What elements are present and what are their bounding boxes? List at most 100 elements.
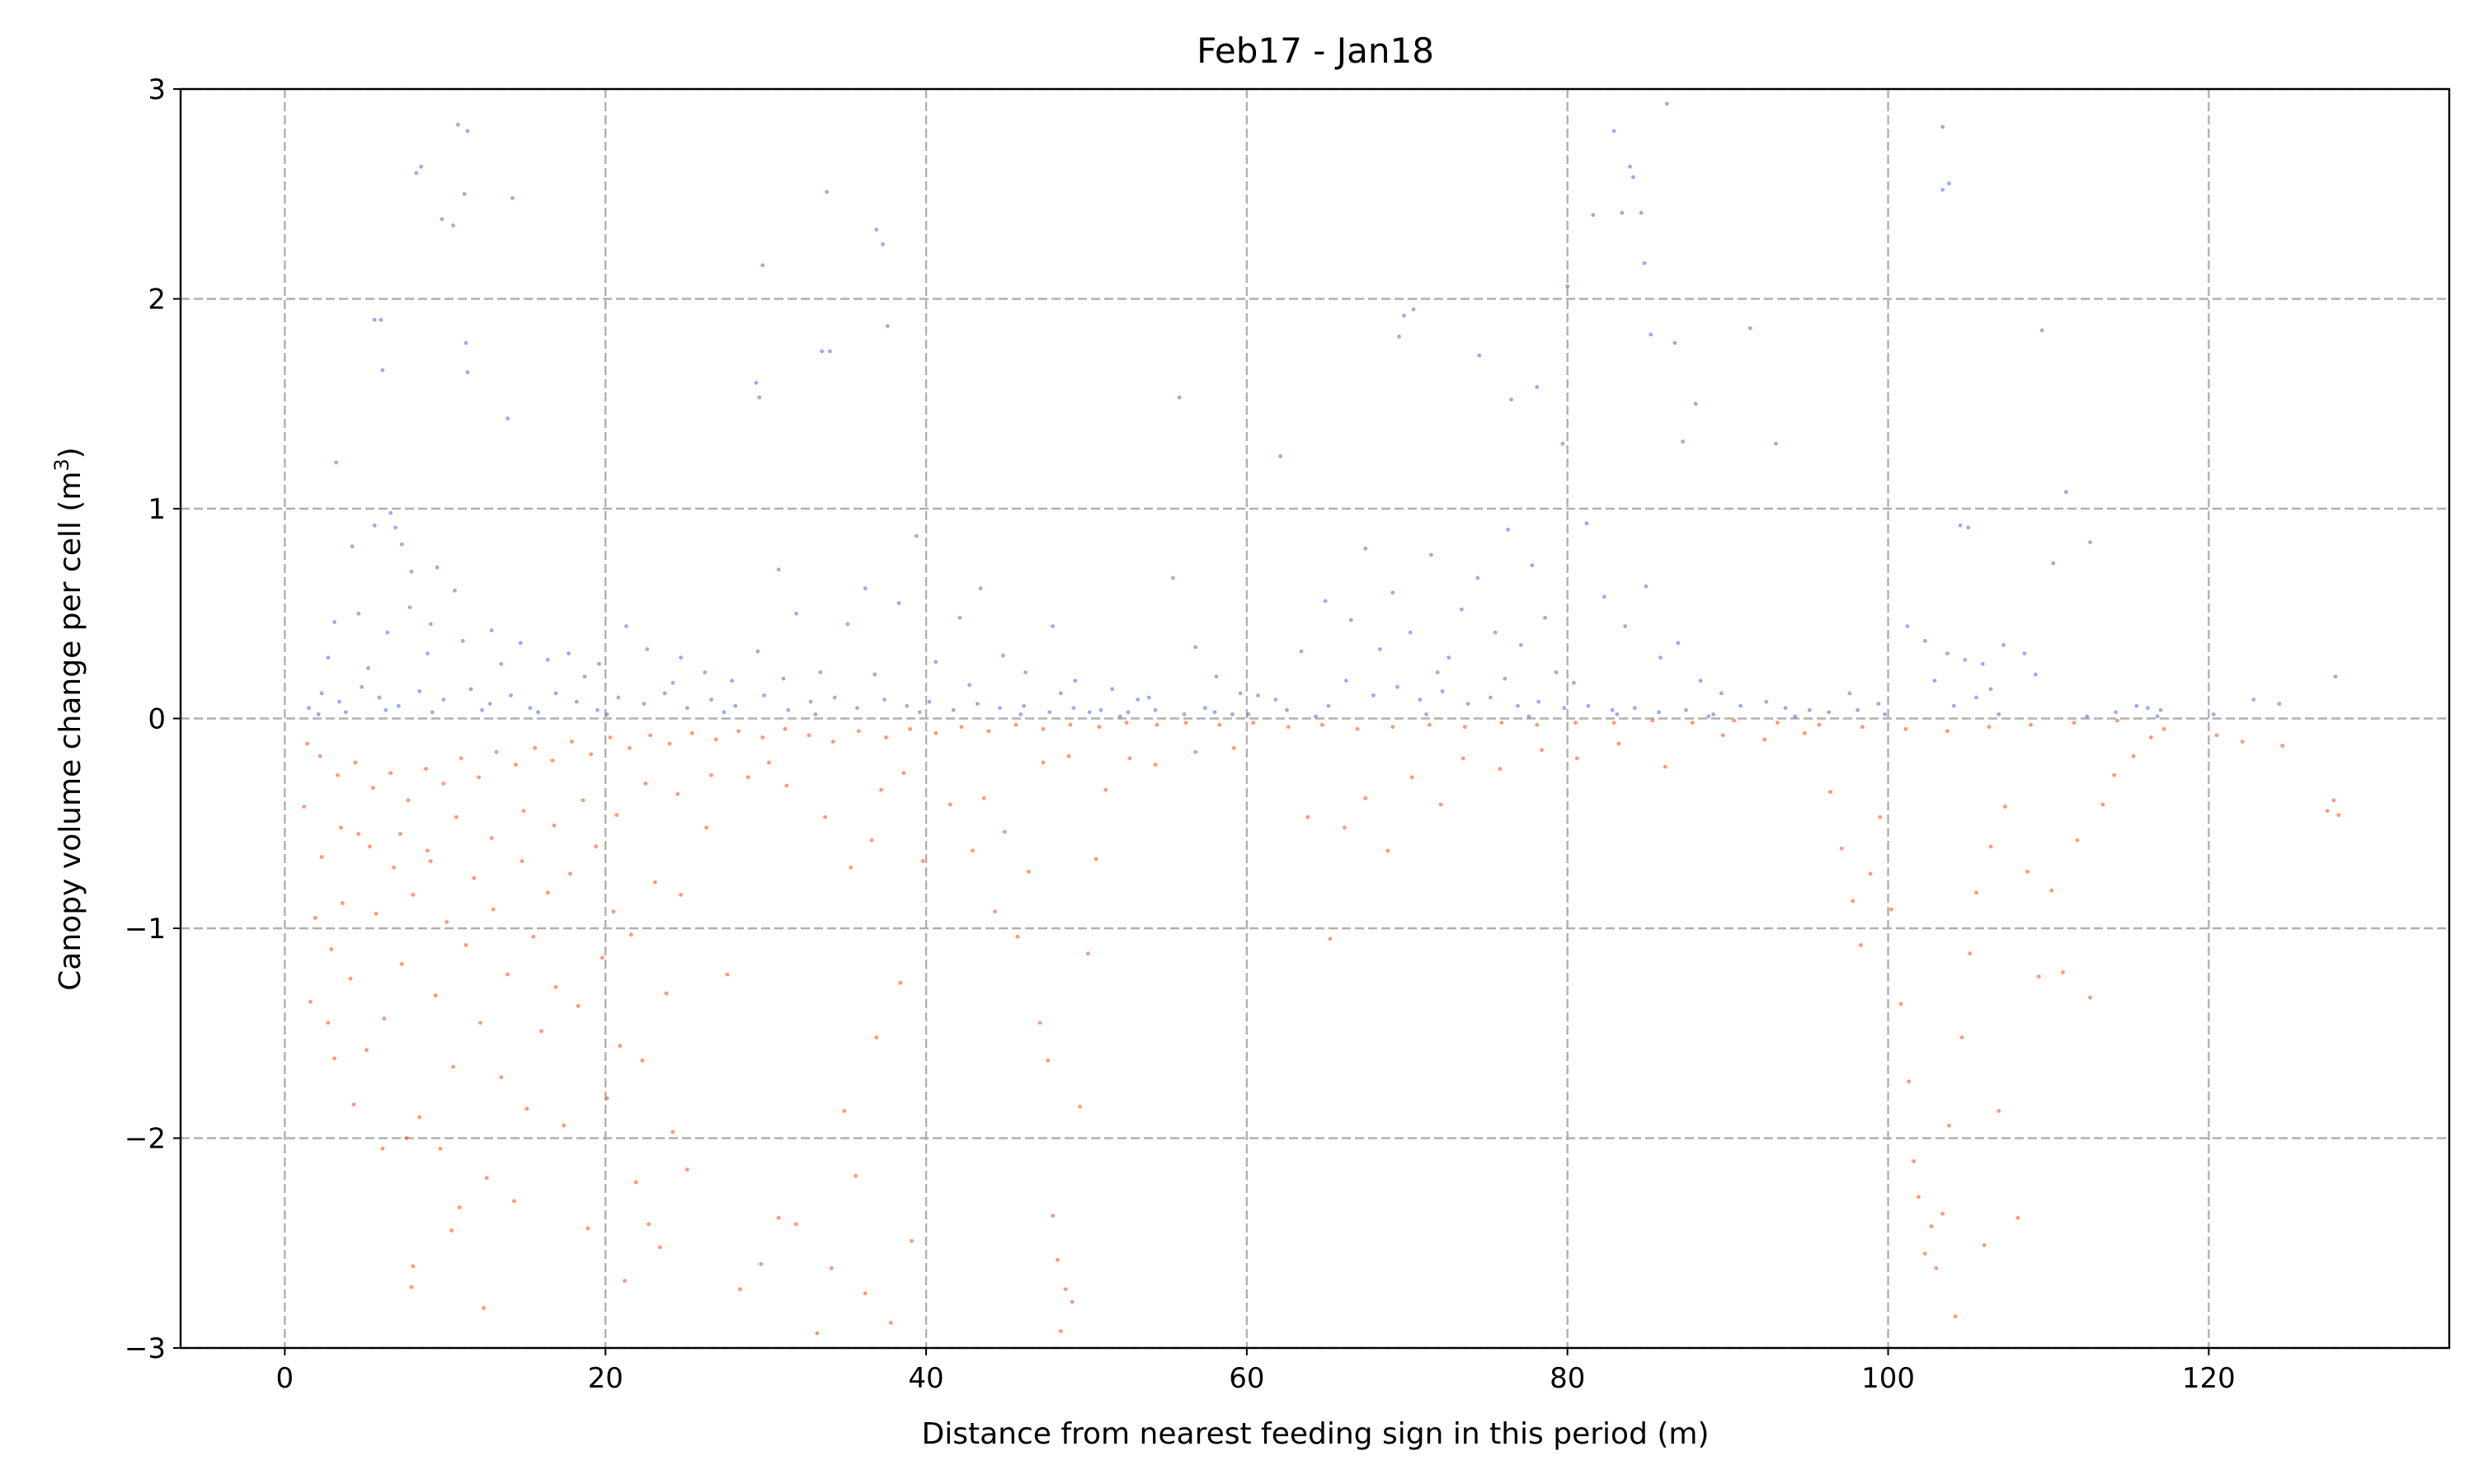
data-point [1246, 712, 1251, 716]
data-point [1940, 187, 1945, 192]
data-point [2325, 809, 2330, 813]
data-point [807, 733, 811, 738]
data-point [1097, 725, 1102, 730]
data-point [383, 707, 388, 712]
data-point [917, 710, 922, 715]
x-axis-label: Distance from nearest feeding sign in th… [921, 1417, 1709, 1451]
data-point [1390, 725, 1395, 730]
data-point [794, 1222, 798, 1227]
data-point [1543, 615, 1547, 620]
data-point [874, 1035, 879, 1040]
data-point [388, 771, 393, 776]
data-point [1966, 525, 1971, 530]
data-point [595, 707, 600, 712]
data-points [302, 101, 2341, 1336]
y-axis-label-close: ) [54, 447, 87, 458]
data-point [762, 693, 767, 697]
data-point [433, 993, 438, 998]
data-point [1022, 703, 1027, 708]
data-point [1974, 890, 1978, 895]
data-point [1889, 907, 1893, 912]
data-point [426, 848, 430, 853]
data-point [827, 349, 832, 354]
data-point [1516, 703, 1520, 708]
data-point [1323, 599, 1328, 603]
data-point [1591, 213, 1596, 218]
data-point [1631, 175, 1635, 180]
data-point [1299, 649, 1304, 654]
data-point [455, 122, 460, 127]
data-point [397, 832, 402, 836]
data-point [722, 710, 727, 715]
data-point [1535, 722, 1540, 727]
y-axis-label-main: Canopy volume change per cell (m [54, 472, 87, 991]
data-point [1934, 1266, 1939, 1270]
data-point [1027, 869, 1031, 874]
data-point [1460, 756, 1465, 761]
data-point [1968, 951, 1973, 956]
data-point [623, 1279, 627, 1283]
data-point [380, 1146, 385, 1151]
data-point [1535, 384, 1540, 389]
data-point [759, 1261, 764, 1266]
data-point [1783, 706, 1788, 711]
data-point [1997, 1109, 2001, 1113]
data-point [1124, 721, 1129, 725]
data-point [385, 630, 390, 635]
data-point [2029, 722, 2033, 727]
data-point [725, 972, 730, 977]
data-point [863, 1291, 868, 1296]
data-point [760, 263, 765, 268]
data-point [1573, 721, 1578, 725]
data-point [1620, 210, 1625, 215]
data-point [832, 695, 837, 700]
data-point [1947, 181, 1951, 186]
data-point [1073, 679, 1078, 683]
data-point [885, 324, 890, 328]
data-point [888, 1321, 893, 1325]
data-point [1610, 707, 1615, 712]
data-point [1632, 706, 1637, 711]
data-point [1658, 655, 1663, 660]
data-point [645, 647, 650, 651]
y-tick-label: −1 [125, 913, 166, 946]
data-point [1639, 210, 1644, 215]
data-point [1459, 607, 1464, 612]
data-point [618, 1044, 623, 1048]
data-point [1868, 871, 1873, 876]
data-point [1153, 763, 1158, 767]
data-point [614, 813, 619, 817]
data-point [1103, 787, 1108, 792]
data-point [967, 683, 971, 688]
data-point [755, 649, 760, 654]
data-point [745, 775, 750, 780]
data-point [388, 510, 393, 515]
data-point [457, 1205, 462, 1209]
data-point [489, 836, 494, 840]
data-point [477, 775, 482, 780]
data-point [1286, 725, 1291, 730]
data-point [1672, 340, 1677, 345]
data-point [1385, 848, 1390, 853]
data-point [1951, 703, 1956, 708]
data-point [2072, 721, 2077, 725]
data-point [1488, 695, 1493, 700]
data-point [1355, 726, 1360, 731]
data-point [545, 657, 550, 662]
data-point [1642, 261, 1647, 265]
data-point [1193, 749, 1198, 754]
data-point [414, 171, 419, 176]
data-point [553, 691, 558, 696]
x-tick-label: 80 [1550, 1362, 1585, 1395]
data-point [339, 825, 343, 830]
data-point [1098, 707, 1103, 712]
data-point [562, 1123, 567, 1128]
data-point [689, 730, 694, 735]
data-point [569, 740, 574, 744]
data-point [582, 674, 587, 679]
data-point [520, 859, 524, 863]
data-point [406, 798, 411, 803]
data-point [528, 706, 533, 711]
data-point [1988, 844, 1993, 849]
data-point [499, 661, 504, 666]
